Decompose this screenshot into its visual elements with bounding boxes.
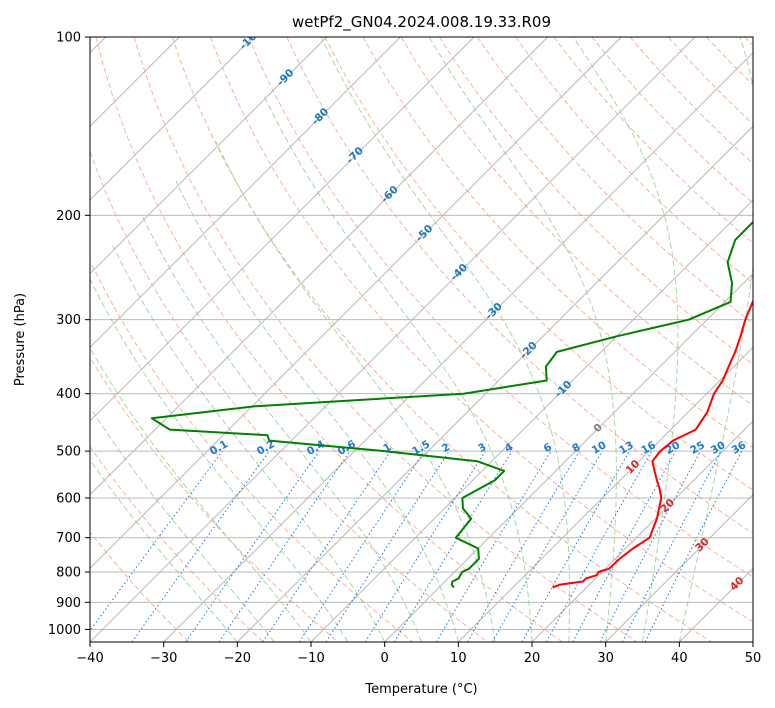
y-tick-label: 500 [56,445,81,460]
plot-frame [89,36,754,643]
mixing-ratio-line [218,450,351,642]
temperature-profile-line [552,299,753,589]
mixing-ratio-line [644,450,743,642]
y-axis: 100 200 300 400 500 600 700 800 900 1000 [48,31,90,638]
dry-adiabat-line [248,37,753,578]
moist-adiabat-line [175,180,459,642]
moist-adiabat-line [678,37,753,642]
dry-adiabat-line [286,37,753,534]
moist-adiabat-line [112,245,386,642]
isotherm-line [90,37,475,422]
y-tick-label: 400 [56,387,81,402]
plot-background [90,37,753,642]
mixing-ratio-line [131,450,270,642]
isotherm-line [90,37,327,275]
moist-adiabat-line [141,215,422,642]
dry-adiabat-line [95,37,563,642]
dry-adiabat-line [90,150,488,642]
mixing-ratio-line [262,450,392,642]
dry-adiabat-line [324,37,753,491]
dewpoint-profile-line [150,220,753,589]
x-tick-label: −30 [150,651,177,666]
x-tick-label: −10 [297,651,324,666]
background-guide-lines [90,37,753,642]
moist-adiabat-line [90,347,312,642]
dry-adiabat-line [210,37,753,623]
y-tick-label: 200 [56,209,81,224]
moist-adiabat-line [263,94,533,642]
x-axis-title: Temperature (°C) [364,682,477,697]
mixing-ratio-line [90,450,223,632]
moist-adiabat-line [90,278,349,642]
mixing-ratio-line [545,450,653,642]
x-tick-label: 40 [671,651,688,666]
y-tick-label: 600 [56,492,81,507]
x-axis: −40 −30 −20 −10 0 10 20 30 40 50 [76,642,761,666]
isotherm-line [458,346,753,642]
x-tick-label: 20 [524,651,541,666]
dry-adiabat-line [90,445,264,642]
moist-adiabat-line [428,37,617,642]
dry-adiabat-line [553,37,753,244]
dry-adiabat-line [362,37,753,449]
chart-title: wetPf2_GN04.2024.008.19.33.R09 [292,13,551,32]
y-tick-label: 1000 [48,623,81,638]
isotherm-line [531,420,753,642]
mixing-ratio-line [325,450,450,642]
isotherm-line [90,37,622,569]
sounding-profiles [150,220,753,589]
isotherm-line [90,37,548,496]
mixing-ratio-line [393,450,513,642]
y-tick-label: 300 [56,313,81,328]
isotherm-line [163,52,753,642]
dry-adiabat-line [171,37,712,642]
x-tick-label: −40 [76,651,103,666]
isotherm-line [90,37,401,348]
moist-adiabat-line [572,37,679,642]
dry-adiabat-line [438,37,753,365]
x-tick-label: 10 [450,651,467,666]
mixing-ratio-line [185,450,320,642]
moist-adiabat-line [90,406,275,642]
mixing-ratio-line [298,450,425,642]
y-tick-label: 100 [56,31,81,46]
dry-adiabat-line [515,37,753,284]
y-tick-label: 700 [56,531,81,546]
x-tick-label: 0 [381,651,389,666]
isotherm-line [90,37,254,201]
dry-adiabat-line [400,37,753,407]
moist-adiabat-line [320,37,571,642]
isotherm-line [605,494,753,642]
y-tick-label: 800 [56,566,81,581]
dry-adiabat-line [133,37,638,642]
dry-adiabat-line [629,37,753,165]
dry-adiabat-line [90,259,414,642]
y-axis-title: Pressure (hPa) [13,293,28,386]
x-tick-label: 50 [745,651,762,666]
mixing-ratio-line [521,450,630,642]
pressure-gridlines [90,37,753,630]
moist-adiabat-line [90,459,238,642]
isotherm-line [384,273,753,642]
x-tick-label: −20 [224,651,251,666]
y-tick-label: 900 [56,596,81,611]
isotherm-line [237,125,753,642]
x-tick-label: 30 [597,651,614,666]
